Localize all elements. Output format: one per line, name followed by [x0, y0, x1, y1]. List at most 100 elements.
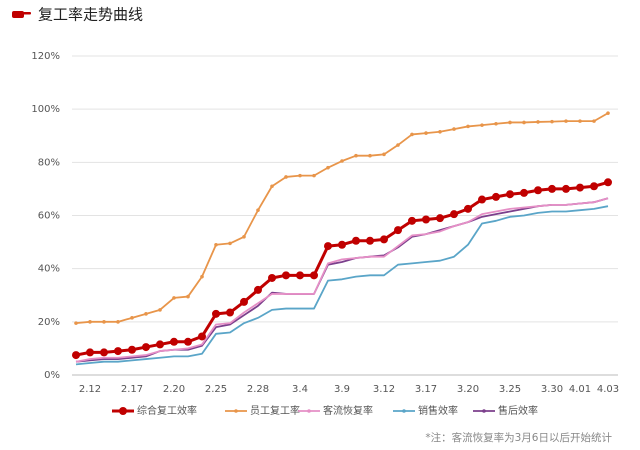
data-point — [340, 159, 344, 163]
data-point — [184, 337, 192, 346]
data-point — [520, 188, 528, 197]
data-point — [114, 347, 122, 356]
data-point — [142, 343, 150, 352]
data-point — [326, 165, 330, 170]
data-point — [226, 308, 234, 317]
x-tick-label: 3.25 — [499, 384, 521, 395]
series-line — [75, 205, 609, 366]
data-point — [368, 153, 372, 158]
data-point — [128, 345, 136, 354]
data-point — [354, 153, 358, 158]
data-point — [156, 340, 164, 349]
x-tick-label: 4.03 — [597, 384, 619, 395]
footnote: *注：客流恢复率为3月6日以后开始统计 — [425, 431, 612, 444]
data-point — [88, 320, 92, 324]
data-point — [452, 127, 456, 131]
data-point — [200, 274, 204, 279]
data-point — [408, 216, 416, 225]
data-point — [564, 119, 568, 123]
x-tick-label: 3.30 — [541, 384, 563, 395]
y-tick-label: 20% — [38, 317, 60, 328]
data-point — [170, 337, 178, 346]
data-point — [534, 186, 542, 195]
data-point — [158, 308, 162, 312]
data-point — [324, 242, 332, 251]
data-point — [480, 123, 484, 127]
data-point — [382, 152, 386, 157]
data-point — [604, 178, 612, 187]
series-line — [75, 197, 609, 363]
data-point — [130, 316, 134, 320]
x-tick-label: 3.20 — [457, 384, 479, 395]
x-tick-label: 3.4 — [292, 384, 308, 395]
legend-marker — [482, 409, 486, 413]
legend-marker — [402, 409, 406, 413]
x-tick-label: 2.17 — [121, 384, 143, 395]
data-point — [424, 131, 428, 135]
title-icon — [12, 11, 31, 18]
data-point — [478, 195, 486, 204]
legend-marker — [307, 409, 311, 413]
y-tick-label: 60% — [38, 211, 60, 222]
data-point — [422, 215, 430, 224]
data-point — [74, 321, 78, 325]
legend-marker — [119, 407, 127, 415]
data-point — [366, 236, 374, 245]
data-point — [282, 271, 290, 280]
data-point — [548, 184, 556, 193]
data-point — [492, 192, 500, 201]
data-point — [254, 285, 262, 294]
data-point — [72, 351, 80, 360]
data-point — [228, 241, 232, 246]
x-tick-label: 2.20 — [163, 384, 185, 395]
data-point — [144, 312, 148, 316]
data-point — [116, 320, 120, 324]
legend-marker — [234, 409, 238, 413]
y-tick-label: 120% — [31, 51, 60, 62]
data-point — [312, 173, 316, 178]
data-point — [450, 210, 458, 219]
data-point — [240, 297, 248, 306]
x-tick-label: 2.28 — [247, 384, 269, 395]
data-point — [338, 240, 346, 249]
chart-title: 复工率走势曲线 — [38, 6, 143, 24]
data-point — [508, 120, 512, 125]
data-point — [102, 320, 106, 324]
legend-label: 综合复工效率 — [137, 404, 197, 417]
data-point — [256, 208, 260, 212]
data-point — [296, 271, 304, 280]
data-point — [198, 332, 206, 341]
x-tick-label: 3.9 — [334, 384, 350, 395]
data-point — [590, 182, 598, 191]
y-tick-label: 100% — [31, 104, 60, 115]
x-tick-label: 3.17 — [415, 384, 437, 395]
x-tick-label: 2.25 — [205, 384, 227, 395]
data-point — [298, 173, 302, 178]
data-point — [86, 348, 94, 357]
legend-label: 客流恢复率 — [323, 404, 373, 417]
data-point — [436, 214, 444, 223]
legend-label: 员工复工率 — [250, 404, 300, 417]
x-tick-label: 2.12 — [79, 384, 101, 395]
y-tick-label: 80% — [38, 157, 60, 168]
y-tick-label: 0% — [44, 370, 60, 381]
data-point — [410, 132, 414, 137]
data-point — [606, 111, 610, 115]
data-point — [242, 234, 246, 239]
data-point — [578, 119, 582, 123]
data-point — [522, 120, 526, 125]
y-tick-label: 40% — [38, 264, 60, 275]
data-point — [494, 121, 498, 126]
data-point — [438, 129, 442, 134]
data-point — [394, 226, 402, 235]
series-line — [75, 112, 609, 325]
data-point — [466, 124, 470, 129]
data-point — [464, 204, 472, 213]
data-point — [284, 175, 288, 179]
data-point — [380, 235, 388, 244]
data-point — [268, 273, 276, 282]
data-point — [396, 143, 400, 147]
data-point — [550, 119, 554, 124]
data-point — [172, 296, 176, 300]
